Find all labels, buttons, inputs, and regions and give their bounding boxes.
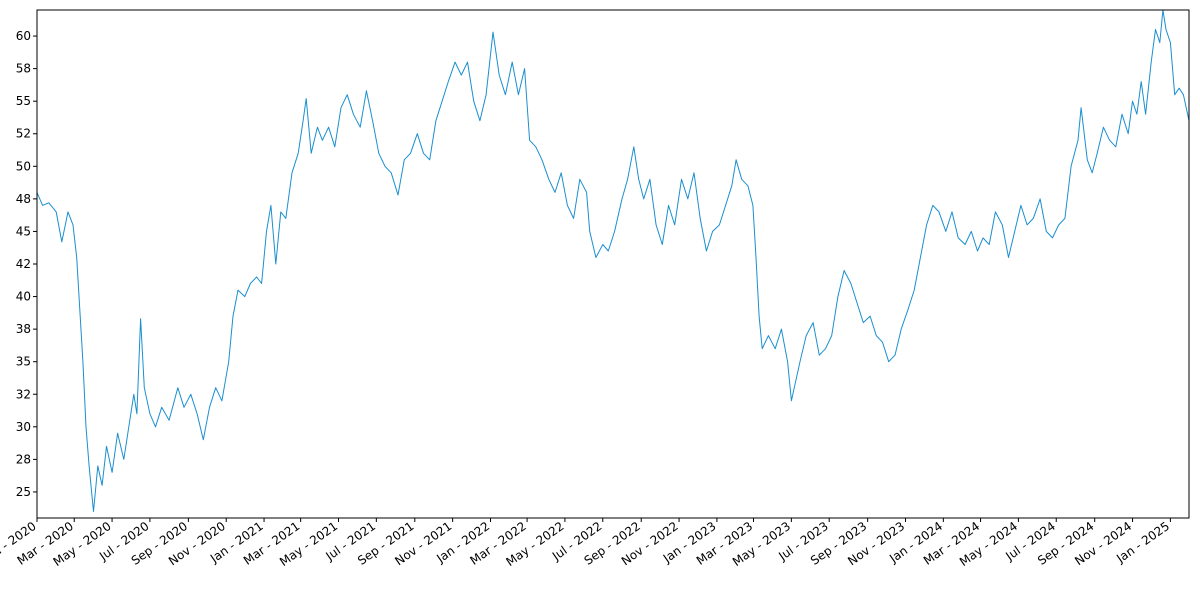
y-tick-label: 38: [16, 322, 31, 336]
series-line-0: [36, 9, 1190, 512]
y-tick-label: 42: [16, 257, 31, 271]
y-tick-label: 50: [16, 159, 31, 173]
y-tick-label: 28: [16, 452, 31, 466]
y-tick-label: 60: [16, 29, 31, 43]
y-tick-label: 45: [16, 224, 31, 238]
y-axis: 25 28 30 32 35 38 40 42 45 48 50 52 55 58 60: [16, 29, 37, 499]
y-tick-label: 52: [16, 127, 31, 141]
y-tick-label: 40: [16, 290, 31, 304]
plot-frame: [36, 9, 1190, 519]
y-tick-label: 58: [16, 62, 31, 76]
y-tick-label: 55: [16, 94, 31, 108]
y-tick-label: 48: [16, 192, 31, 206]
series-layer: [36, 9, 1190, 512]
y-tick-label: 25: [16, 485, 31, 499]
y-tick-label: 32: [16, 387, 31, 401]
y-tick-label: 35: [16, 355, 31, 369]
y-tick-label: 30: [16, 420, 31, 434]
